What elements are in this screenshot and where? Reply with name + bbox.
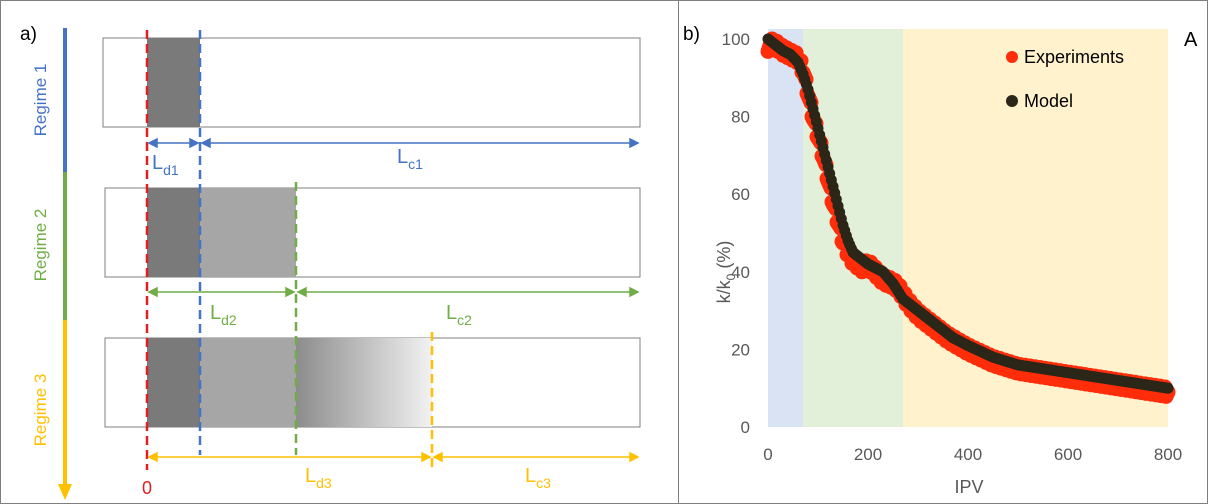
regime-1-dimension-arrows [147,137,640,149]
y-tick-label: 80 [731,108,750,127]
y-tick-label: 60 [731,185,750,204]
y-tick-label: 20 [731,340,750,359]
panel-a: a) Regime 1 Regime 2 Regime 3 0 [20,24,641,500]
regime-arrow-head [58,484,72,500]
regime-2-damaged-zone-inner [147,188,200,277]
x-tick-label: 400 [954,445,982,464]
panel-divider [678,0,679,504]
regime-1-label: Regime 1 [31,64,50,137]
model-series [762,33,1174,394]
regime-2-damaged-zone-outer [200,188,296,277]
x-tick-label: 600 [1054,445,1082,464]
regime-1-damaged-zone [147,38,200,127]
legend-experiments-label: Experiments [1024,47,1124,67]
y-axis-label: k/k0 (%) [714,241,738,304]
model-point [1162,382,1174,394]
legend-model-marker [1006,95,1018,107]
x-tick-label: 200 [854,445,882,464]
x-tick-label: 0 [763,445,772,464]
panel-b-corner-label: A [1184,29,1198,51]
regime-3-damaged-zone-inner [147,338,200,427]
regime-3-dimension-arrows [147,451,640,463]
regime-3-label: Regime 3 [31,374,50,447]
legend-experiments-marker [1006,51,1018,63]
ld1-label: Ld1 [152,152,179,178]
panel-b: b) A 0 20 40 60 80 100 0 200 400 600 800 IPV k/k0… [683,24,1198,497]
regime-2-dimension-arrows [147,286,640,298]
regime-3-damaged-zone-middle [200,338,296,427]
x-axis-label: IPV [954,477,983,497]
regime-3-damaged-zone-gradient [296,338,432,427]
ld3-label: Ld3 [305,465,332,491]
panel-b-label: b) [683,24,700,45]
regime-2-label: Regime 2 [31,209,50,282]
origin-label: 0 [142,478,152,498]
x-tick-label: 800 [1154,445,1182,464]
x-tick-labels: 0 200 400 600 800 [763,445,1182,464]
y-tick-label: 100 [722,30,750,49]
ipv-regions [768,29,1168,427]
ld2-label: Ld2 [210,302,237,328]
lc3-label: Lc3 [525,465,551,491]
legend-model-label: Model [1024,91,1073,111]
panel-a-label: a) [20,24,37,45]
y-tick-labels: 0 20 40 60 80 100 [722,30,750,437]
y-tick-label: 0 [741,418,750,437]
lc1-label: Lc1 [397,146,423,172]
lc2-label: Lc2 [446,302,472,328]
legend: Experiments Model [1006,47,1124,111]
ipv-region-1 [768,29,803,427]
y-tick-label: 40 [731,263,750,282]
ipv-region-2 [803,29,903,427]
